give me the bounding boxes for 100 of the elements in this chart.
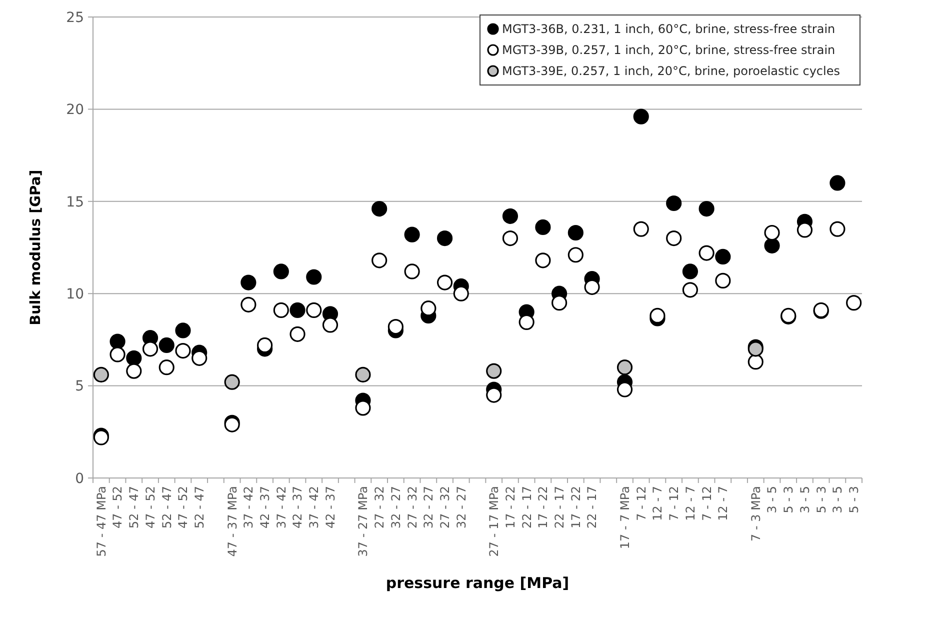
x-tick-label: 22 - 17 — [552, 486, 567, 528]
point — [257, 337, 273, 354]
point — [666, 230, 682, 246]
x-tick-label: 37 - 42 — [307, 486, 322, 528]
point — [486, 363, 502, 379]
y-tick-label: 10 — [66, 286, 84, 302]
legend-label: MGT3-36B, 0.231, 1 inch, 60°C, brine, stress-free strain — [502, 22, 836, 36]
point — [372, 252, 388, 268]
point — [273, 264, 289, 280]
point — [698, 200, 714, 217]
point — [404, 226, 420, 242]
point — [502, 208, 518, 224]
point — [633, 108, 649, 124]
x-tick-label: 7 - 12 — [700, 486, 714, 521]
x-tick-label: 47 - 52 — [176, 486, 190, 528]
x-tick-label: 17 - 7 MPa — [618, 486, 632, 550]
point — [796, 222, 813, 238]
point — [175, 322, 191, 338]
point — [404, 264, 420, 280]
point — [273, 302, 289, 318]
x-axis-title: pressure range [MPa] — [386, 574, 570, 592]
x-tick-label: 7 - 12 — [667, 486, 682, 521]
point — [290, 326, 306, 342]
x-tick-label: 7 - 3 MPa — [748, 486, 763, 542]
x-tick-label: 37 - 27 MPa — [356, 486, 370, 557]
point — [486, 387, 502, 403]
y-tick-label: 25 — [66, 10, 84, 26]
x-tick-label: 12 - 7 — [683, 486, 698, 521]
x-tick-label: 47 - 52 — [143, 486, 158, 528]
x-tick-label: 32 - 27 — [454, 486, 468, 528]
x-tick-label: 32 - 27 — [388, 486, 403, 528]
point — [420, 300, 436, 316]
x-tick-label: 47 - 37 MPa — [225, 486, 240, 557]
point — [682, 282, 698, 298]
point — [715, 248, 731, 265]
x-tick-label: 52 - 47 — [127, 486, 142, 528]
x-tick-label: 42 - 37 — [290, 486, 305, 528]
point — [306, 269, 322, 285]
x-tick-label: 57 - 47 MPa — [94, 486, 108, 557]
x-tick-label: 12 - 7 — [650, 486, 665, 521]
point — [355, 366, 371, 383]
x-tick-label: 47 - 52 — [110, 486, 125, 528]
x-tick-label: 3 - 5 — [765, 486, 780, 514]
x-tick-label: 27 - 32 — [405, 486, 420, 528]
y-tick-label: 5 — [75, 378, 84, 395]
x-tick-label: 17 - 22 — [503, 486, 518, 528]
point — [240, 296, 256, 312]
point — [764, 238, 780, 254]
x-tick-label: 37 - 42 — [242, 486, 256, 528]
point — [322, 317, 338, 333]
y-tick-label: 15 — [66, 194, 84, 210]
point — [372, 200, 388, 217]
legend-label: MGT3-39B, 0.257, 1 inch, 20°C, brine, stress-free strain — [502, 43, 836, 58]
x-tick-label: 17 - 22 — [568, 486, 583, 528]
point — [715, 272, 731, 288]
x-tick-label: 27 - 17 MPa — [487, 486, 502, 557]
point — [175, 342, 191, 359]
point — [93, 366, 109, 383]
point — [552, 295, 568, 311]
x-tick-label: 27 - 32 — [438, 486, 452, 528]
point — [436, 274, 453, 290]
point — [666, 195, 682, 212]
point — [224, 374, 240, 390]
point — [633, 221, 649, 237]
x-tick-label: 22 - 17 — [585, 486, 600, 528]
x-tick-label: 32 - 27 — [422, 486, 436, 528]
point — [535, 219, 551, 236]
y-axis-title: Bulk modulus [GPa] — [28, 170, 44, 326]
point — [650, 308, 666, 324]
point — [535, 252, 551, 268]
point — [110, 334, 126, 350]
point — [158, 337, 174, 354]
point — [568, 224, 584, 241]
x-tick-label: 3 - 5 — [798, 486, 812, 514]
point — [306, 302, 322, 318]
point — [453, 286, 469, 302]
point — [290, 302, 306, 318]
point — [616, 382, 633, 398]
point — [616, 360, 633, 376]
x-tick-label: 37 - 42 — [274, 486, 288, 528]
x-tick-label: 17 - 22 — [536, 486, 550, 528]
x-tick-label: 52 - 47 — [192, 486, 207, 528]
y-tick-label: 0 — [75, 470, 84, 487]
x-tick-label: 42 - 37 — [323, 486, 338, 528]
x-tick-label: 5 - 3 — [814, 486, 828, 514]
x-tick-label: 52 - 47 — [160, 486, 174, 528]
point — [436, 230, 453, 246]
x-tick-label: 42 - 37 — [258, 486, 272, 528]
point — [518, 314, 534, 330]
point — [126, 350, 142, 366]
x-tick-label: 5 - 3 — [782, 486, 796, 514]
x-tick-label: 27 - 32 — [372, 486, 387, 528]
point — [502, 230, 518, 246]
x-tick-label: 22 - 17 — [520, 486, 534, 528]
point — [830, 221, 846, 237]
legend-label: MGT3-39E, 0.257, 1 inch, 20°C, brine, poroelastic cycles — [502, 64, 840, 78]
point — [355, 400, 371, 416]
y-tick-label: 20 — [66, 102, 84, 118]
point — [240, 274, 256, 290]
x-tick-label: 7 - 12 — [634, 486, 648, 521]
